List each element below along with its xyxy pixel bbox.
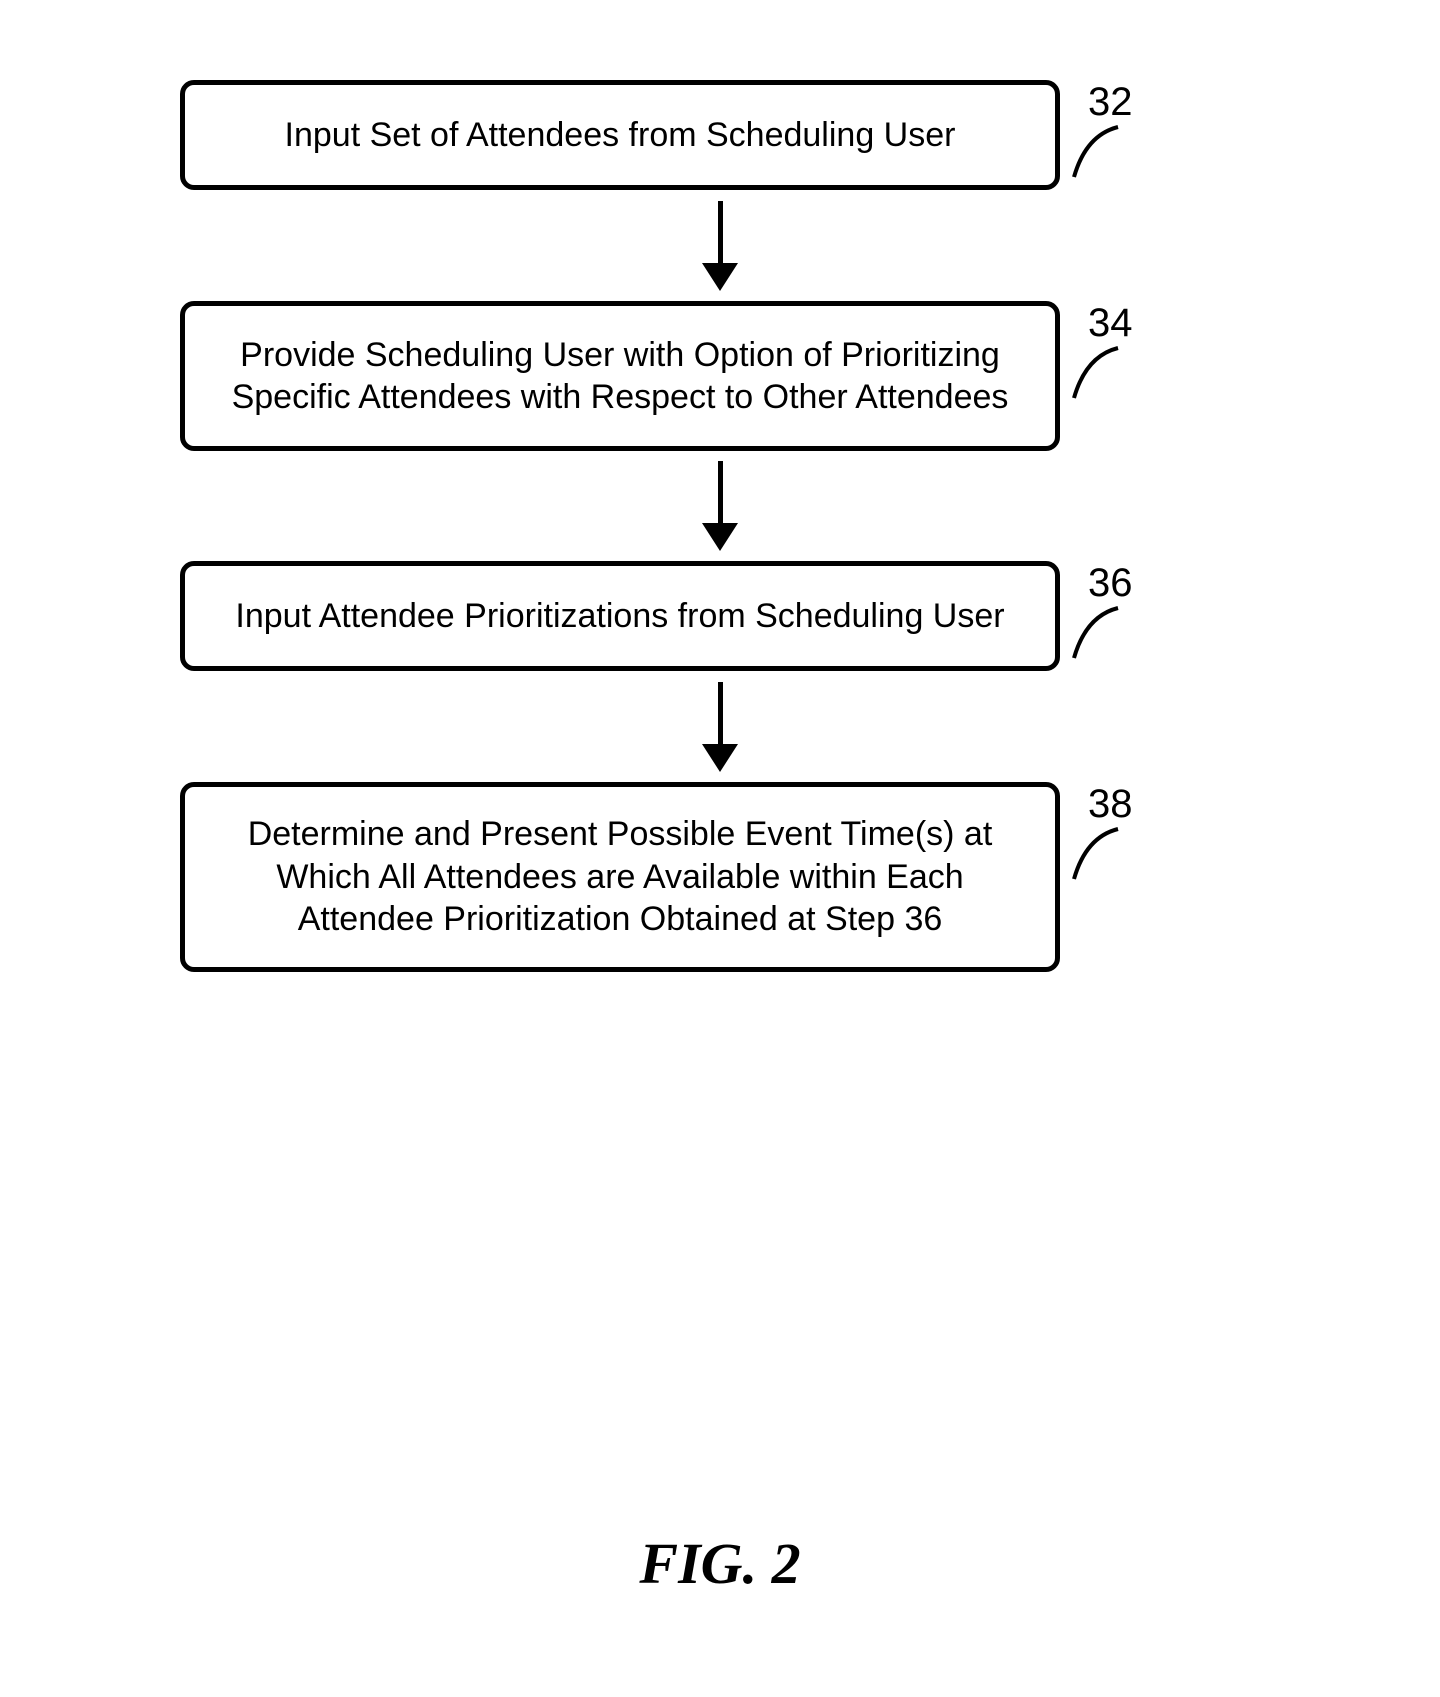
step-box-34: Provide Scheduling User with Option of P… [180,301,1060,451]
step-row: Input Attendee Prioritizations from Sche… [180,561,1260,672]
arrow-shaft [718,682,723,744]
step-row: Provide Scheduling User with Option of P… [180,301,1260,451]
step-row: Determine and Present Possible Event Tim… [180,782,1260,972]
pointer-curve-icon [1068,342,1138,412]
step-label-32: 32 [1088,80,1133,125]
arrow-down-icon [280,201,1160,291]
arrow-head-icon [702,263,738,291]
label-wrap: 32 [1088,80,1138,191]
arrow-down-icon [280,461,1160,551]
pointer-curve-icon [1068,823,1138,893]
label-wrap: 34 [1088,301,1138,412]
step-label-36: 36 [1088,561,1133,606]
label-wrap: 38 [1088,782,1138,893]
step-box-36: Input Attendee Prioritizations from Sche… [180,561,1060,671]
arrow-head-icon [702,744,738,772]
pointer-curve-icon [1068,121,1138,191]
arrow-down-icon [280,682,1160,772]
arrow-shaft [718,201,723,263]
step-box-38: Determine and Present Possible Event Tim… [180,782,1060,972]
step-label-38: 38 [1088,782,1133,827]
step-row: Input Set of Attendees from Scheduling U… [180,80,1260,191]
arrow-head-icon [702,523,738,551]
step-box-32: Input Set of Attendees from Scheduling U… [180,80,1060,190]
pointer-curve-icon [1068,602,1138,672]
label-wrap: 36 [1088,561,1138,672]
step-label-34: 34 [1088,301,1133,346]
figure-caption: FIG. 2 [0,1530,1440,1597]
flowchart: Input Set of Attendees from Scheduling U… [180,80,1260,972]
arrow-shaft [718,461,723,523]
page: Input Set of Attendees from Scheduling U… [0,0,1440,1697]
